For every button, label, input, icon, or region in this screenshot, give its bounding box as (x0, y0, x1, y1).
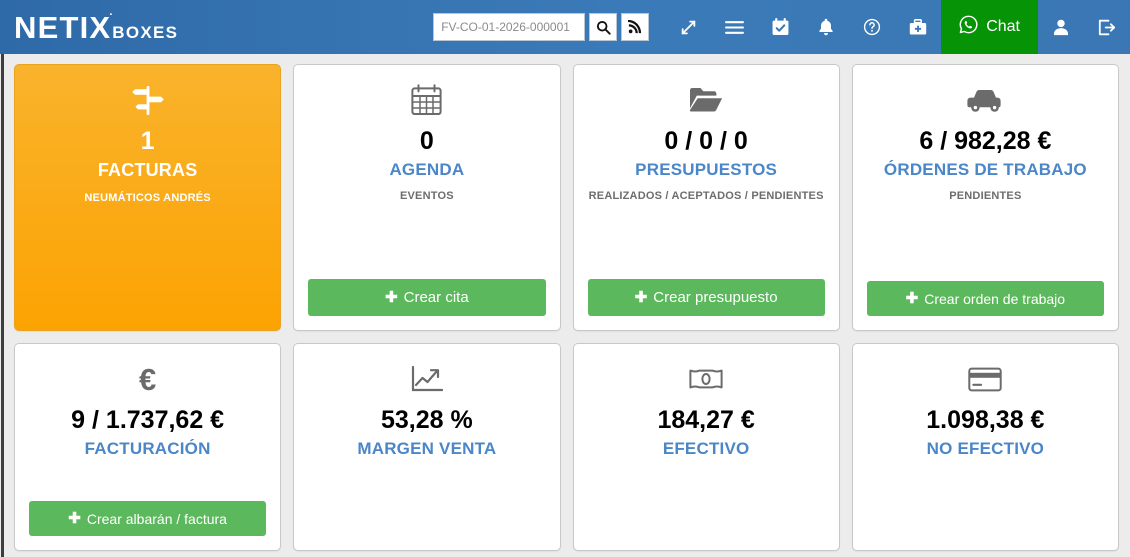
briefcase-medical-icon (909, 18, 927, 36)
card-title: MARGEN VENTA (357, 438, 497, 458)
notifications-button[interactable] (803, 0, 849, 54)
money-bill-icon (689, 360, 723, 398)
card-value: 1 (140, 127, 155, 155)
button-label: Crear cita (403, 289, 469, 306)
search-icon (596, 20, 611, 35)
card-agenda[interactable]: 0 AGENDA EVENTOS ✚ Crear cita (293, 64, 561, 331)
credit-card-icon (968, 360, 1003, 398)
card-margen-venta[interactable]: 53,28 % MARGEN VENTA (293, 343, 561, 551)
search-button[interactable] (589, 13, 618, 41)
card-facturas[interactable]: 1 FACTURAS NEUMÁTICOS ANDRÉS (14, 64, 282, 331)
card-subtitle: EVENTOS (399, 190, 454, 203)
navbar-actions: Chat (433, 0, 1130, 54)
card-value: 53,28 % (381, 406, 473, 434)
card-value: 9 / 1.737,62 € (71, 406, 225, 434)
help-button[interactable] (849, 0, 895, 54)
card-subtitle: PENDIENTES (949, 190, 1022, 203)
brand-name-secondary: BOXES (112, 22, 179, 42)
card-subtitle: REALIZADOS / ACEPTADOS / PENDIENTES (588, 190, 824, 203)
card-ordenes-trabajo[interactable]: 6 / 982,28 € ÓRDENES DE TRABAJO PENDIENT… (851, 64, 1119, 331)
search-input[interactable] (433, 13, 586, 41)
search-group (433, 13, 650, 41)
left-rail (0, 54, 4, 557)
card-presupuestos[interactable]: 0 / 0 / 0 PRESUPUESTOS REALIZADOS / ACEP… (572, 64, 840, 331)
euro-icon: € (139, 361, 157, 397)
menu-icon (724, 20, 744, 35)
logout-button[interactable] (1084, 0, 1130, 54)
support-button[interactable] (895, 0, 941, 54)
card-value: 0 (419, 127, 434, 155)
bell-icon (818, 18, 834, 36)
question-circle-icon (863, 18, 881, 36)
plus-icon: ✚ (68, 510, 81, 527)
card-title: FACTURACIÓN (84, 438, 211, 458)
crear-albaran-factura-button[interactable]: ✚ Crear albarán / factura (29, 501, 267, 536)
card-value: 184,27 € (657, 406, 755, 434)
card-title: EFECTIVO (662, 438, 750, 458)
card-value: 0 / 0 / 0 (664, 127, 748, 155)
calendar-alt-icon (411, 81, 442, 119)
crear-cita-button[interactable]: ✚ Crear cita (308, 279, 546, 316)
card-value: 1.098,38 € (926, 406, 1045, 434)
whatsapp-icon (959, 15, 978, 39)
dashboard-card-grid: 1 FACTURAS NEUMÁTICOS ANDRÉS (14, 64, 1119, 551)
chat-label: Chat (986, 18, 1020, 35)
card-title: NO EFECTIVO (926, 438, 1045, 458)
signpost-icon (131, 81, 165, 119)
button-label: Crear albarán / factura (86, 510, 227, 527)
chart-line-icon (411, 360, 443, 398)
top-navbar: NETIX · BOXES (0, 0, 1130, 54)
car-icon (967, 81, 1003, 119)
brand-logo[interactable]: NETIX · BOXES (0, 8, 179, 45)
plus-icon: ✚ (905, 290, 919, 307)
calendar-check-icon (772, 18, 789, 36)
calendar-check-button[interactable] (757, 0, 803, 54)
brand-name-primary: NETIX · (14, 8, 115, 45)
expand-icon (680, 19, 697, 36)
menu-button[interactable] (711, 0, 757, 54)
expand-button[interactable] (665, 0, 711, 54)
user-button[interactable] (1038, 0, 1084, 54)
plus-icon: ✚ (634, 289, 648, 306)
card-title: FACTURAS (97, 159, 198, 180)
card-facturacion[interactable]: € 9 / 1.737,62 € FACTURACIÓN ✚ Crear alb… (14, 343, 282, 551)
card-title: PRESUPUESTOS (635, 159, 778, 179)
logout-icon (1098, 19, 1116, 36)
folder-open-icon (689, 81, 723, 119)
button-label: Crear presupuesto (653, 289, 778, 306)
button-label: Crear orden de trabajo (924, 290, 1066, 307)
card-efectivo[interactable]: 184,27 € EFECTIVO (572, 343, 840, 551)
crear-orden-trabajo-button[interactable]: ✚ Crear orden de trabajo (866, 281, 1104, 316)
dashboard-content: 1 FACTURAS NEUMÁTICOS ANDRÉS (4, 54, 1130, 557)
page-body: 1 FACTURAS NEUMÁTICOS ANDRÉS (0, 54, 1130, 557)
card-title: AGENDA (389, 159, 465, 179)
chat-button[interactable]: Chat (941, 0, 1038, 54)
card-subtitle: NEUMÁTICOS ANDRÉS (84, 192, 211, 205)
rss-button[interactable] (621, 13, 650, 41)
crear-presupuesto-button[interactable]: ✚ Crear presupuesto (587, 279, 825, 316)
card-title: ÓRDENES DE TRABAJO (883, 159, 1087, 179)
user-icon (1053, 19, 1069, 36)
card-value: 6 / 982,28 € (919, 127, 1052, 155)
rss-icon (628, 20, 642, 34)
card-no-efectivo[interactable]: 1.098,38 € NO EFECTIVO (851, 343, 1119, 551)
plus-icon: ✚ (385, 289, 398, 306)
